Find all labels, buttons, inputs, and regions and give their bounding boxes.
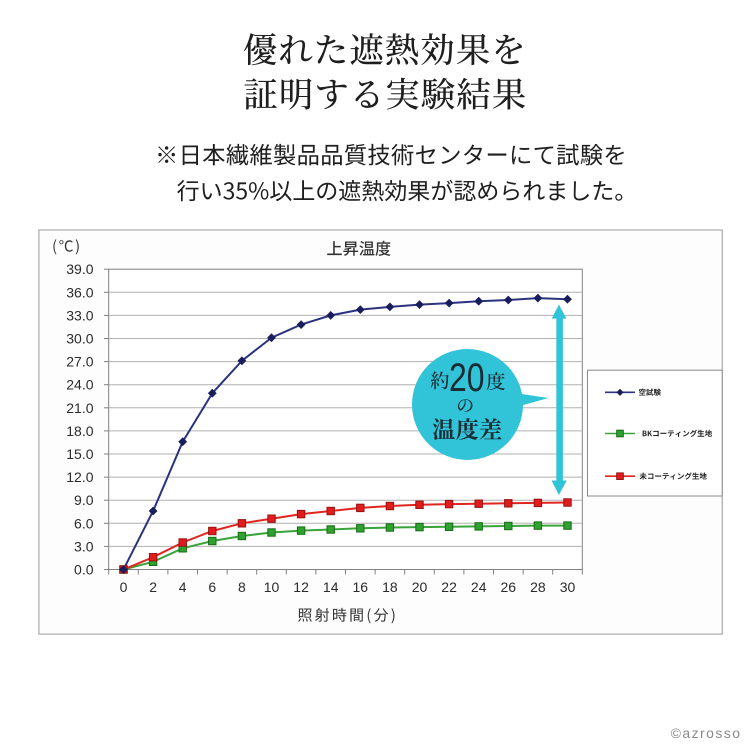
svg-text:39.0: 39.0 (66, 261, 93, 277)
svg-text:18: 18 (382, 579, 398, 595)
svg-text:20: 20 (412, 579, 428, 595)
svg-text:12: 12 (293, 579, 309, 595)
svg-text:24.0: 24.0 (66, 377, 93, 393)
svg-text:©azrosso: ©azrosso (671, 725, 742, 741)
svg-text:15.0: 15.0 (66, 446, 93, 462)
svg-text:33.0: 33.0 (66, 307, 93, 323)
svg-text:24: 24 (471, 579, 487, 595)
svg-text:16: 16 (353, 579, 369, 595)
svg-text:20: 20 (449, 356, 485, 400)
svg-text:4: 4 (179, 579, 187, 595)
svg-text:9.0: 9.0 (74, 492, 94, 508)
svg-text:26: 26 (501, 579, 517, 595)
svg-text:36.0: 36.0 (66, 284, 93, 300)
svg-text:14: 14 (323, 579, 339, 595)
svg-text:0: 0 (120, 579, 128, 595)
svg-text:27.0: 27.0 (66, 354, 93, 370)
svg-text:30: 30 (560, 579, 576, 595)
svg-text:8: 8 (238, 579, 246, 595)
svg-text:6: 6 (208, 579, 216, 595)
svg-text:30.0: 30.0 (66, 331, 93, 347)
svg-text:18.0: 18.0 (66, 423, 93, 439)
svg-text:28: 28 (530, 579, 546, 595)
svg-text:2: 2 (149, 579, 157, 595)
svg-text:21.0: 21.0 (66, 400, 93, 416)
svg-text:6.0: 6.0 (74, 515, 94, 531)
svg-text:10: 10 (264, 579, 280, 595)
svg-text:12.0: 12.0 (66, 469, 93, 485)
svg-text:3.0: 3.0 (74, 538, 94, 554)
svg-text:22: 22 (441, 579, 457, 595)
svg-text:0.0: 0.0 (74, 562, 94, 578)
